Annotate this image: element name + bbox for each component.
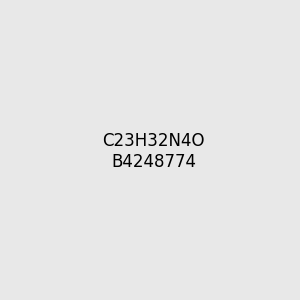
Text: C23H32N4O
B4248774: C23H32N4O B4248774	[103, 132, 205, 171]
